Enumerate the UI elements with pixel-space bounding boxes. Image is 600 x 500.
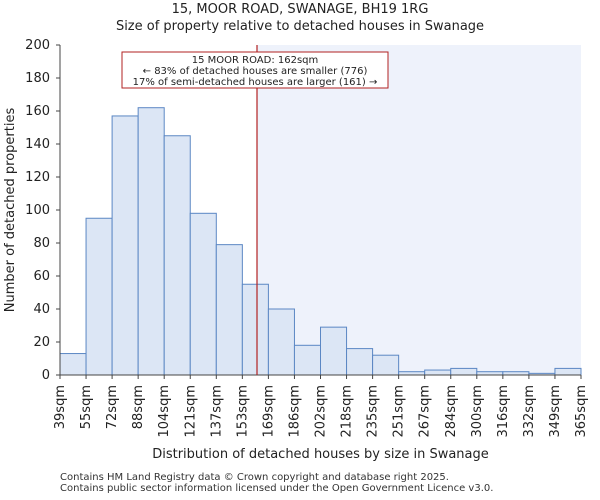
- x-tick-label: 55sqm: [79, 385, 94, 429]
- x-tick-label: 104sqm: [157, 385, 172, 438]
- histogram-bar: [450, 367, 478, 376]
- y-tick-label: 160: [25, 104, 50, 119]
- histogram-bar: [346, 348, 374, 376]
- x-tick-label: 300sqm: [470, 385, 485, 438]
- y-tick-label: 0: [42, 368, 50, 383]
- x-tick-label: 332sqm: [522, 385, 537, 438]
- x-tick-label: 202sqm: [314, 385, 329, 438]
- annotation-line: 15 MOOR ROAD: 162sqm: [192, 55, 319, 66]
- y-tick-label: 20: [33, 335, 50, 350]
- y-tick-label: 100: [25, 203, 50, 218]
- x-tick-label: 316sqm: [496, 385, 511, 438]
- histogram-bar: [293, 344, 322, 376]
- x-tick-label: 251sqm: [392, 385, 407, 438]
- x-tick-label: 235sqm: [366, 385, 381, 438]
- x-tick-label: 121sqm: [183, 385, 198, 438]
- y-tick-label: 80: [33, 236, 50, 251]
- x-tick-label: 39sqm: [53, 385, 68, 429]
- x-tick-label: 218sqm: [340, 385, 355, 438]
- y-tick-label: 40: [33, 302, 50, 317]
- x-tick-label: 267sqm: [418, 385, 433, 438]
- histogram-bar: [163, 135, 191, 376]
- x-tick-label: 365sqm: [574, 385, 589, 438]
- y-tick-label: 140: [25, 137, 50, 152]
- histogram-bar: [85, 217, 113, 376]
- histogram-bar: [189, 212, 217, 376]
- x-axis-label: Distribution of detached houses by size …: [152, 447, 489, 462]
- histogram-bar: [137, 107, 165, 376]
- x-tick-label: 137sqm: [209, 385, 224, 438]
- histogram-bar: [372, 354, 400, 376]
- x-tick-label: 284sqm: [444, 385, 459, 438]
- histogram-bar: [241, 283, 269, 376]
- footer-line-2: Contains public sector information licen…: [60, 483, 494, 494]
- annotation-box: [121, 51, 389, 89]
- chart-subtitle: Size of property relative to detached ho…: [115, 19, 485, 34]
- x-tick-label: 153sqm: [235, 385, 250, 438]
- histogram-bar: [424, 369, 452, 376]
- histogram-bar: [320, 326, 348, 376]
- histogram-bar: [267, 308, 295, 376]
- x-tick-label: 72sqm: [105, 385, 120, 429]
- histogram-bar: [215, 244, 243, 376]
- x-tick-label: 88sqm: [131, 385, 146, 429]
- larger-region-shading: [257, 45, 581, 375]
- histogram-chart: Distribution of detached houses by size …: [3, 38, 589, 462]
- annotation-line: ← 83% of detached houses are smaller (77…: [143, 66, 368, 77]
- y-tick-label: 180: [25, 71, 50, 86]
- x-tick-label: 349sqm: [548, 385, 563, 438]
- histogram-bar: [111, 115, 139, 376]
- chart-title: 15, MOOR ROAD, SWANAGE, BH19 1RG: [171, 2, 429, 17]
- x-tick-label: 186sqm: [287, 385, 302, 438]
- histogram-bar: [554, 367, 582, 376]
- x-tick-label: 169sqm: [261, 385, 276, 438]
- y-axis-label: Number of detached properties: [3, 108, 18, 313]
- histogram-bar: [59, 353, 87, 376]
- y-tick-label: 200: [25, 38, 50, 53]
- y-tick-label: 120: [25, 170, 50, 185]
- annotation-line: 17% of semi-detached houses are larger (…: [133, 77, 378, 88]
- y-tick-label: 60: [33, 269, 50, 284]
- footer-line-1: Contains HM Land Registry data © Crown c…: [60, 472, 449, 483]
